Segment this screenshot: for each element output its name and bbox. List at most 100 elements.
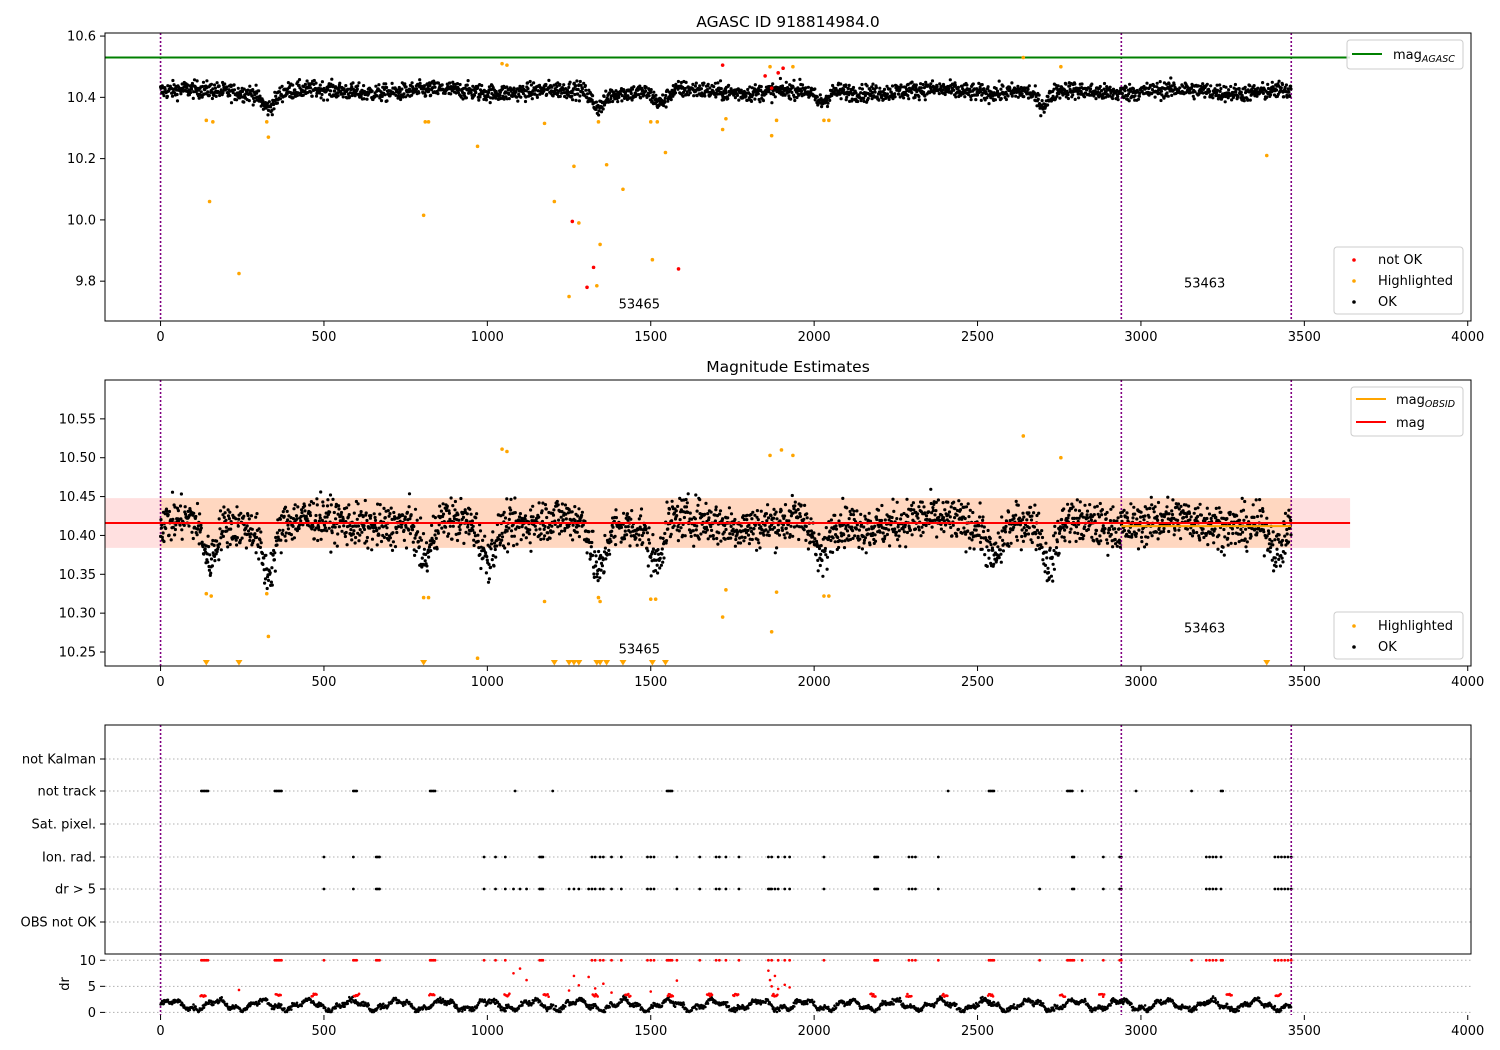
- magnitude-ok-point: [539, 537, 543, 542]
- magnitude-ok-point: [694, 493, 698, 497]
- magnitude-ok-point: [694, 528, 698, 532]
- magnitude-ok-point: [603, 546, 608, 550]
- magnitude-ok-point: [564, 517, 568, 521]
- magnitude-ok-point: [386, 509, 390, 513]
- agasc-ok-point: [845, 90, 850, 94]
- agasc-ok-point: [1051, 94, 1055, 98]
- magnitude-ok-point: [292, 507, 296, 511]
- agasc-ok-point: [1209, 84, 1213, 88]
- agasc-ok-point: [590, 98, 594, 102]
- magnitude-ok-point: [642, 531, 646, 535]
- agasc-ok-point: [706, 82, 710, 86]
- magnitude-ok-point: [985, 545, 989, 549]
- magnitude-ok-point: [248, 535, 252, 539]
- agasc-not-ok-point: [776, 71, 780, 75]
- agasc-ok-point: [800, 89, 804, 93]
- magnitude-ok-point: [258, 545, 262, 550]
- agasc-ok-point: [1120, 91, 1124, 96]
- agasc-ok-point: [568, 80, 572, 84]
- magnitude-ok-point: [286, 518, 290, 522]
- magnitude-ok-point: [664, 539, 669, 543]
- agasc-ok-point: [673, 91, 678, 95]
- agasc-ok-point: [997, 95, 1001, 99]
- magnitude-ok-point: [1053, 531, 1057, 535]
- magnitude-ok-point: [323, 526, 327, 530]
- magnitude-ok-point: [896, 538, 900, 542]
- magnitude-ok-point: [294, 514, 299, 518]
- agasc-ok-point: [247, 99, 251, 103]
- magnitude-ok-point: [173, 533, 177, 537]
- agasc-ok-point: [983, 98, 987, 102]
- magnitude-ok-point: [247, 517, 251, 521]
- agasc-ok-point: [534, 88, 538, 92]
- magnitude-ok-point: [237, 517, 241, 521]
- agasc-ok-point: [1056, 84, 1060, 88]
- magnitude-ok-point: [816, 569, 820, 573]
- magnitude-ok-point: [433, 533, 437, 537]
- agasc-ok-point: [266, 113, 270, 117]
- magnitude-ok-point: [723, 537, 727, 541]
- agasc-ok-point: [210, 96, 214, 101]
- magnitude-ok-point: [851, 513, 856, 517]
- magnitude-ok-point: [252, 539, 256, 543]
- magnitude-ok-point: [896, 525, 900, 529]
- agasc-ok-point: [1068, 87, 1072, 91]
- agasc-ok-point: [1094, 97, 1098, 101]
- agasc-ok-point: [974, 98, 978, 102]
- agasc-ok-point: [937, 92, 941, 96]
- agasc-xtick-label: 3500: [1288, 330, 1321, 345]
- agasc-ok-point: [688, 91, 692, 95]
- magnitude-ok-point: [345, 543, 349, 547]
- magnitude-ok-point: [987, 556, 991, 560]
- magnitude-ok-point: [161, 531, 165, 535]
- magnitude-ok-point: [667, 511, 671, 515]
- agasc-ok-point: [362, 97, 366, 101]
- agasc-ok-point: [179, 92, 183, 96]
- magnitude-ok-point: [853, 534, 857, 538]
- magnitude-ok-point: [416, 530, 420, 534]
- magnitude-ok-point: [224, 518, 228, 522]
- agasc-ok-point: [319, 96, 323, 100]
- magnitude-ok-point: [560, 502, 565, 506]
- agasc-ok-point: [789, 97, 793, 101]
- agasc-ok-point: [947, 87, 951, 91]
- agasc-ok-point: [1211, 96, 1215, 100]
- magnitude-ok-point: [334, 517, 338, 521]
- magnitude-ok-point: [894, 530, 899, 534]
- magnitude-ok-point: [402, 528, 406, 532]
- magnitude-ok-point: [767, 533, 771, 538]
- agasc-ok-point: [357, 81, 361, 85]
- agasc-ok-point: [971, 82, 975, 86]
- magnitude-ok-point: [363, 498, 367, 503]
- agasc-ok-point: [868, 89, 873, 93]
- magnitude-ok-point: [229, 527, 233, 531]
- agasc-ok-point: [712, 85, 716, 89]
- agasc-ok-point: [1282, 95, 1286, 99]
- magnitude-ok-point: [450, 537, 454, 541]
- magnitude-ok-point: [210, 564, 214, 568]
- magnitude-ok-point: [875, 517, 879, 522]
- agasc-ok-point: [401, 95, 405, 99]
- magnitude-ok-point: [449, 496, 453, 500]
- agasc-ok-point: [278, 86, 282, 90]
- magnitude-ok-point: [663, 531, 667, 536]
- magnitude-ok-point: [902, 530, 907, 534]
- agasc-ok-point: [1016, 95, 1020, 99]
- magnitude-ok-point: [743, 535, 747, 540]
- magnitude-ok-point: [891, 497, 895, 501]
- agasc-ok-point: [1040, 99, 1044, 103]
- magnitude-ok-point: [284, 531, 288, 535]
- magnitude-ok-point: [978, 501, 982, 505]
- magnitude-ok-point: [1007, 544, 1011, 548]
- magnitude-ok-point: [956, 527, 961, 531]
- magnitude-ok-point: [417, 545, 421, 549]
- magnitude-ok-point: [773, 551, 777, 555]
- magnitude-ok-point: [783, 514, 787, 518]
- magnitude-ok-point: [1075, 498, 1079, 502]
- magnitude-ok-point: [862, 525, 866, 529]
- magnitude-ok-point: [860, 547, 865, 551]
- magnitude-ok-point: [823, 546, 828, 551]
- magnitude-ok-point: [439, 509, 443, 513]
- agasc-ok-point: [987, 102, 991, 106]
- magnitude-ok-point: [1081, 537, 1085, 541]
